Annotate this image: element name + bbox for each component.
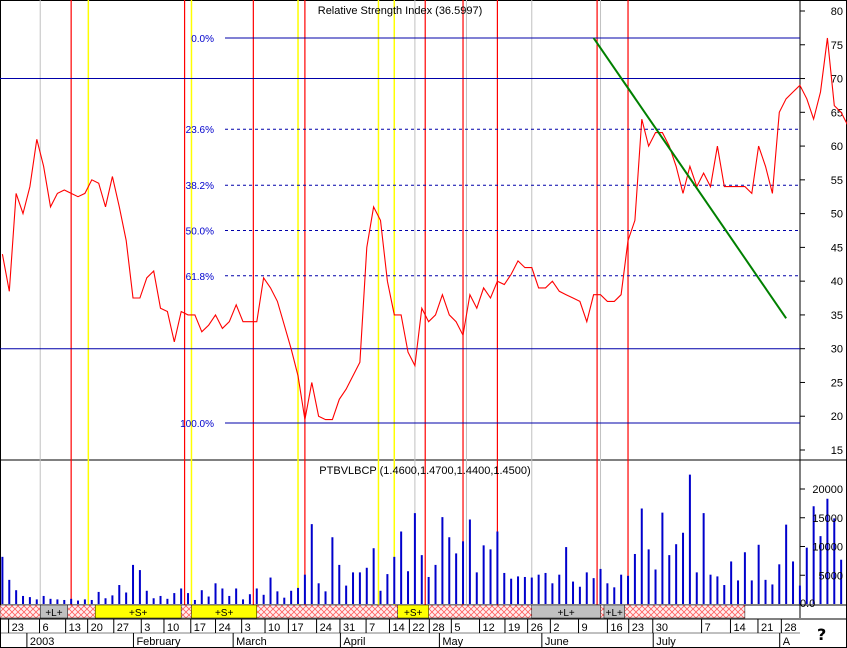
day-tick-label: 24 [219,622,231,634]
rsi-y-tick-label: 60 [831,141,843,153]
day-tick-label: 7 [705,622,711,634]
day-tick-label: 6 [43,622,49,634]
day-tick-label: 10 [268,622,280,634]
volume-panel: 5000 10000 15000 20000 PTBVLBCP (1.4600,1.47… [1,465,843,604]
month-label: July [656,636,676,648]
day-tick-label: 20 [91,622,103,634]
day-tick-label: 9 [582,622,588,634]
day-tick-label: 17 [194,622,206,634]
rsi-y-tick-label: 70 [831,74,843,86]
day-tick-label: 31 [343,622,355,634]
rsi-y-tick-label: 40 [831,276,843,288]
rsi-y-tick-label: 35 [831,310,843,322]
day-tick-label: 28 [784,622,796,634]
rsi-y-tick-label: 65 [831,107,843,119]
volume-title: PTBVLBCP (1.4600,1.4700,1.4400,1.4500) [319,465,530,477]
signal-band-label: +L+ [45,608,62,619]
signal-band-label: +S+ [215,608,234,619]
fib-level-label: 50.0% [186,227,214,238]
day-tick-label: 23 [12,622,24,634]
rsi-y-tick-label: 30 [831,344,843,356]
day-tick-label: 30 [656,622,668,634]
rsi-line [1,37,847,421]
signal-band-strip: +L+ +S+ +S+ +S+ +L+ +L+ [0,604,746,619]
day-tick-label: 2 [553,622,559,634]
day-tick-label: 27 [117,622,129,634]
rsi-y-tick-label: 75 [831,40,843,52]
day-tick-label: 3 [144,622,150,634]
rsi-y-tick-label: 20 [831,411,843,423]
day-tick-label: 14 [392,622,404,634]
rsi-title: Relative Strength Index (36.5997) [318,5,483,17]
fib-level-label: 0.0% [191,34,214,45]
day-tick-label: 26 [531,622,543,634]
month-label: 2003 [30,636,54,648]
signal-band-label: +S+ [404,608,423,619]
month-label: February [136,636,181,648]
help-icon[interactable]: ? [817,625,826,644]
signal-band [39,604,68,619]
day-tick-label: 10 [167,622,179,634]
day-tick-label: 17 [291,622,303,634]
day-tick-label: 13 [69,622,81,634]
fib-level-label: 100.0% [180,419,214,430]
day-tick-label: 3 [245,622,251,634]
month-label: April [343,636,365,648]
rsi-y-tick-label: 55 [831,175,843,187]
rsi-y-tick-label: 25 [831,377,843,389]
rsi-y-tick-label: 45 [831,242,843,254]
rsi-y-tick-label: 50 [831,209,843,221]
day-tick-label: 19 [508,622,520,634]
month-label: March [236,636,267,648]
scale-icon[interactable]: 0.0 [800,598,815,610]
volume-y-tick-label: 10000 [812,542,843,554]
signal-band [531,604,601,619]
signal-band [603,604,625,619]
day-tick-label: 7 [369,622,375,634]
day-tick-label: 21 [761,622,773,634]
signal-band-label: +L+ [558,608,575,619]
signal-band-label: +S+ [129,608,148,619]
month-label: June [545,636,569,648]
month-label: May [442,636,463,648]
day-tick-label: 14 [733,622,745,634]
month-label: A [783,636,791,648]
fib-level-label: 23.6% [186,125,214,136]
rsi-y-tick-label: 15 [831,445,843,457]
signal-band [191,604,258,619]
rsi-y-tick-label: 80 [831,6,843,18]
day-tick-label: 5 [454,622,460,634]
volume-y-tick-label: 20000 [812,484,843,496]
day-tick-label: 22 [412,622,424,634]
day-tick-label: 12 [483,622,495,634]
volume-y-tick-label: 15000 [812,513,843,525]
day-tick-label: 16 [610,622,622,634]
signal-band [94,604,182,619]
fib-level-label: 61.8% [186,272,214,283]
day-tick-label: 28 [432,622,444,634]
fib-level-label: 38.2% [186,181,214,192]
signal-band-label: +L+ [606,608,623,619]
day-tick-label: 23 [632,622,644,634]
date-axis: 23 6 13 20 27 3 10 17 24 3 10 17 24 31 7 14 22 28 5 12 19 26 2… [0,619,800,648]
trendline [592,37,787,319]
day-tick-label: 24 [320,622,332,634]
volume-y-tick-label: 5000 [819,570,843,582]
signal-band [397,604,429,619]
